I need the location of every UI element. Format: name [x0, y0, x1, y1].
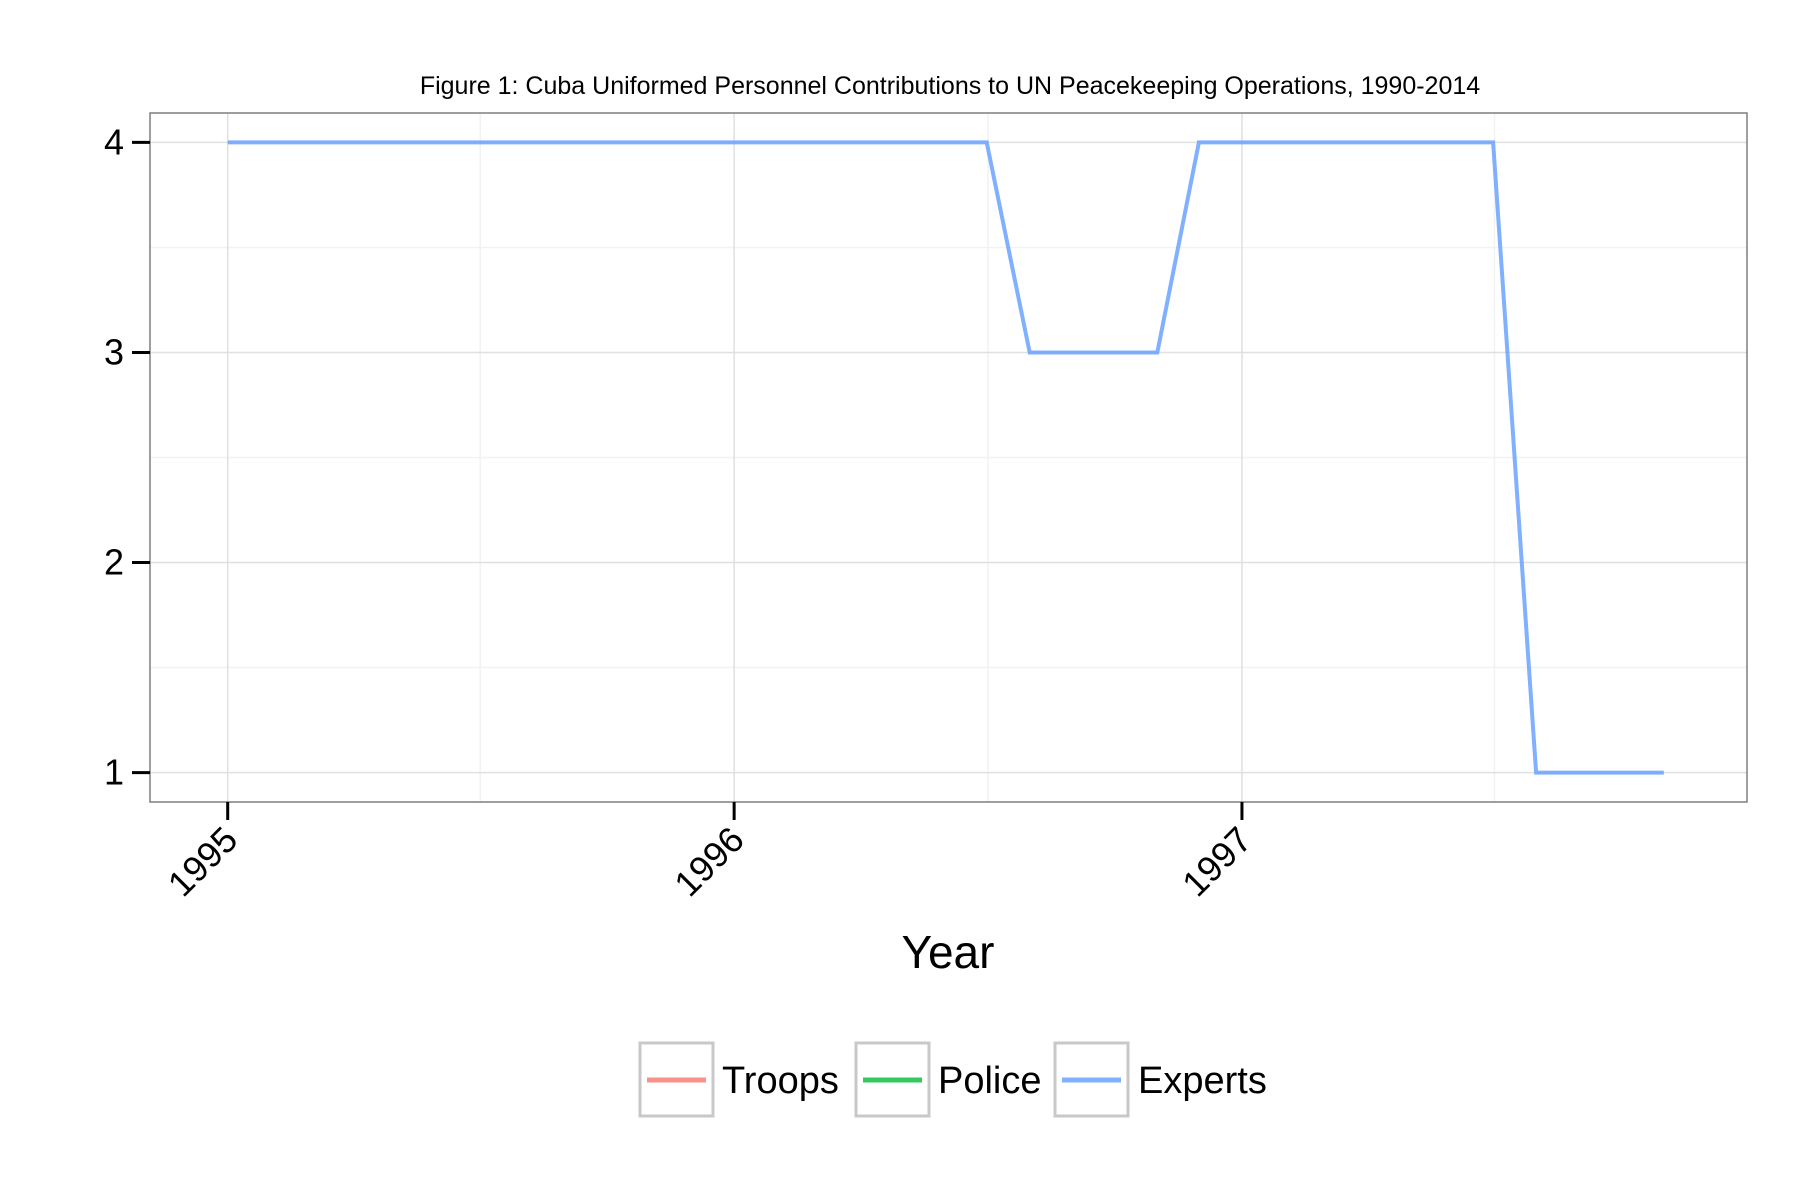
series-line-experts: [227, 140, 1664, 775]
legend: Troops Police Experts: [638, 1041, 1267, 1118]
x-tick-label: 1995: [160, 819, 246, 905]
y-tick-label: 2: [104, 542, 124, 583]
legend-label-experts: Experts: [1138, 1060, 1267, 1102]
series-layer: [227, 140, 1664, 775]
y-tick-label: 1: [104, 752, 124, 793]
x-tick-label: 1997: [1174, 819, 1260, 905]
x-axis: 1995 1996 1997: [160, 802, 1260, 904]
chart-title: Figure 1: Cuba Uniformed Personnel Contr…: [420, 72, 1480, 100]
x-axis-title: Year: [902, 926, 995, 978]
minor-gridlines: [150, 113, 1747, 802]
y-axis: 1 2 3 4: [104, 121, 150, 793]
y-tick-label: 4: [104, 121, 124, 162]
legend-label-police: Police: [938, 1060, 1042, 1102]
y-tick-label: 3: [104, 331, 124, 372]
x-tick-label: 1996: [666, 819, 752, 905]
legend-label-troops: Troops: [722, 1060, 839, 1102]
plot-border: [149, 112, 1748, 803]
